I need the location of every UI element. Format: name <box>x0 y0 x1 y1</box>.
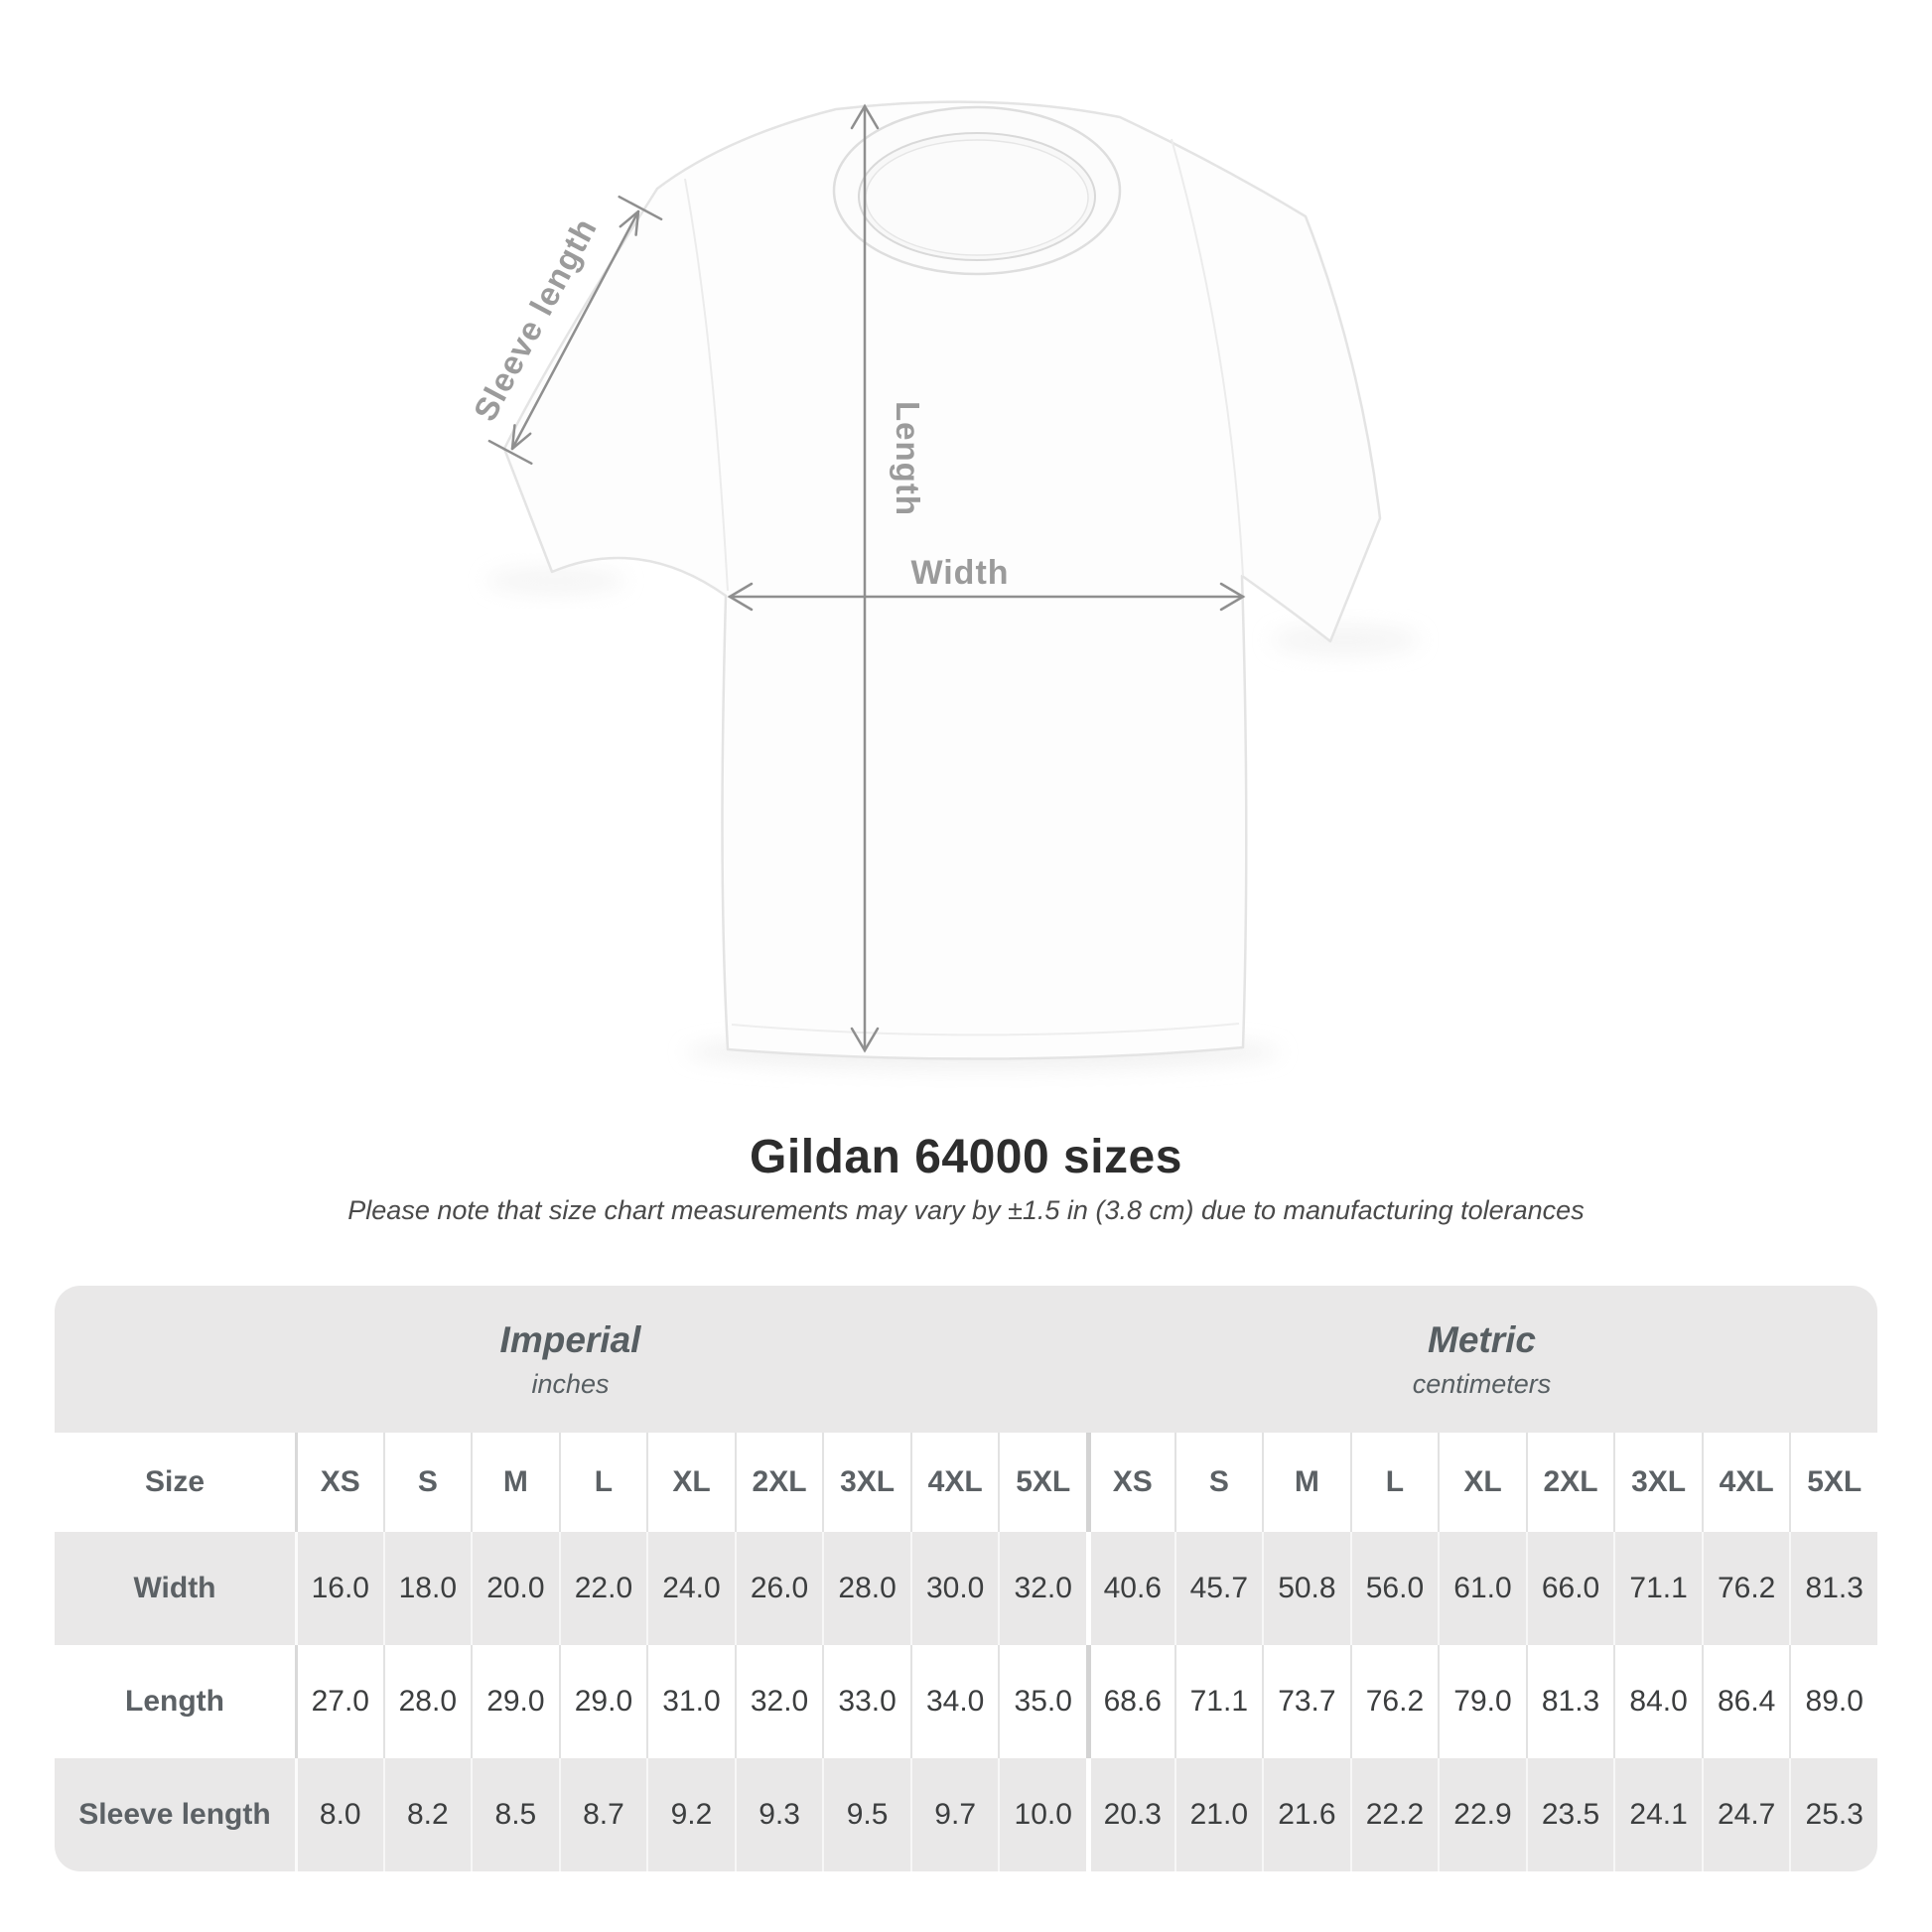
size-header-imperial-4xl: 4XL <box>909 1433 999 1532</box>
size-header-metric-3xl: 3XL <box>1613 1433 1702 1532</box>
cell-width-metric-4xl: 76.2 <box>1701 1532 1790 1645</box>
cell-length-imperial-4xl: 34.0 <box>909 1645 999 1758</box>
cell-width-imperial-4xl: 30.0 <box>909 1532 999 1645</box>
cell-length-metric-2xl: 81.3 <box>1525 1645 1614 1758</box>
cell-sleeve-length-metric-2xl: 23.5 <box>1525 1758 1614 1871</box>
size-header-imperial-xs: XS <box>295 1433 383 1532</box>
cell-length-metric-4xl: 86.4 <box>1701 1645 1790 1758</box>
cell-sleeve-length-imperial-s: 8.2 <box>382 1758 472 1871</box>
cell-length-imperial-m: 29.0 <box>471 1645 559 1758</box>
size-header-imperial-m: M <box>471 1433 559 1532</box>
cell-width-imperial-2xl: 26.0 <box>734 1532 823 1645</box>
cell-width-imperial-xs: 16.0 <box>295 1532 383 1645</box>
cell-width-imperial-m: 20.0 <box>471 1532 559 1645</box>
sleeve-length-dimension-line <box>487 195 663 466</box>
size-header-metric-l: L <box>1349 1433 1439 1532</box>
cell-sleeve-length-metric-4xl: 24.7 <box>1701 1758 1790 1871</box>
size-header-metric-xs: XS <box>1086 1433 1174 1532</box>
cell-width-metric-m: 50.8 <box>1262 1532 1350 1645</box>
size-header-metric-5xl: 5XL <box>1789 1433 1877 1532</box>
metric-group-unit: centimeters <box>1412 1368 1552 1399</box>
size-header-imperial-s: S <box>382 1433 472 1532</box>
cell-length-metric-m: 73.7 <box>1262 1645 1350 1758</box>
tshirt-measurement-diagram: Sleeve length Length Width <box>467 100 1420 1070</box>
metric-group-title: Metric <box>1428 1318 1536 1360</box>
row-label-sleeve-length: Sleeve length <box>55 1758 295 1871</box>
imperial-group-title: Imperial <box>499 1318 641 1360</box>
cell-length-metric-3xl: 84.0 <box>1613 1645 1702 1758</box>
cell-length-metric-xs: 68.6 <box>1086 1645 1174 1758</box>
cell-length-imperial-l: 29.0 <box>558 1645 647 1758</box>
metric-group-header: Metric centimeters <box>1086 1286 1877 1433</box>
cell-sleeve-length-imperial-4xl: 9.7 <box>909 1758 999 1871</box>
size-header-metric-m: M <box>1262 1433 1350 1532</box>
size-row-label: Size <box>55 1433 295 1532</box>
cell-sleeve-length-imperial-2xl: 9.3 <box>734 1758 823 1871</box>
size-header-metric-s: S <box>1173 1433 1263 1532</box>
cell-width-metric-xl: 61.0 <box>1438 1532 1526 1645</box>
cell-length-metric-5xl: 89.0 <box>1789 1645 1877 1758</box>
cell-sleeve-length-imperial-3xl: 9.5 <box>822 1758 910 1871</box>
imperial-group-unit: inches <box>531 1368 610 1399</box>
size-header-imperial-xl: XL <box>646 1433 735 1532</box>
row-label-width: Width <box>55 1532 295 1645</box>
size-header-metric-xl: XL <box>1438 1433 1526 1532</box>
cell-sleeve-length-metric-3xl: 24.1 <box>1613 1758 1702 1871</box>
size-header-metric-2xl: 2XL <box>1525 1433 1614 1532</box>
cell-sleeve-length-metric-s: 21.0 <box>1173 1758 1263 1871</box>
row-label-length: Length <box>55 1645 295 1758</box>
cell-sleeve-length-metric-m: 21.6 <box>1262 1758 1350 1871</box>
size-header-imperial-l: L <box>558 1433 647 1532</box>
cell-length-imperial-3xl: 33.0 <box>822 1645 910 1758</box>
cell-sleeve-length-imperial-l: 8.7 <box>558 1758 647 1871</box>
cell-length-metric-xl: 79.0 <box>1438 1645 1526 1758</box>
page-title: Gildan 64000 sizes <box>750 1131 1182 1183</box>
size-header-imperial-3xl: 3XL <box>822 1433 910 1532</box>
cell-width-metric-s: 45.7 <box>1173 1532 1263 1645</box>
cell-length-imperial-xl: 31.0 <box>646 1645 735 1758</box>
cell-sleeve-length-metric-xs: 20.3 <box>1086 1758 1174 1871</box>
cell-width-metric-5xl: 81.3 <box>1789 1532 1877 1645</box>
cell-length-metric-l: 76.2 <box>1349 1645 1439 1758</box>
length-label: Length <box>890 401 926 516</box>
cell-width-metric-l: 56.0 <box>1349 1532 1439 1645</box>
cell-length-imperial-s: 28.0 <box>382 1645 472 1758</box>
cell-sleeve-length-imperial-xl: 9.2 <box>646 1758 735 1871</box>
size-table: Imperial inches Metric centimeters Size X… <box>55 1286 1877 1871</box>
cell-width-metric-3xl: 71.1 <box>1613 1532 1702 1645</box>
cell-width-metric-2xl: 66.0 <box>1525 1532 1614 1645</box>
cell-width-imperial-5xl: 32.0 <box>998 1532 1086 1645</box>
cell-sleeve-length-metric-l: 22.2 <box>1349 1758 1439 1871</box>
cell-sleeve-length-imperial-m: 8.5 <box>471 1758 559 1871</box>
cell-sleeve-length-imperial-xs: 8.0 <box>295 1758 383 1871</box>
cell-length-metric-s: 71.1 <box>1173 1645 1263 1758</box>
cell-width-imperial-3xl: 28.0 <box>822 1532 910 1645</box>
size-table-grid: Imperial inches Metric centimeters Size X… <box>55 1286 1877 1871</box>
width-dimension-line <box>727 582 1246 612</box>
size-header-metric-4xl: 4XL <box>1701 1433 1790 1532</box>
cell-width-imperial-l: 22.0 <box>558 1532 647 1645</box>
length-dimension-line <box>850 103 880 1053</box>
cell-width-imperial-s: 18.0 <box>382 1532 472 1645</box>
cell-length-imperial-xs: 27.0 <box>295 1645 383 1758</box>
collar-seam <box>865 139 1089 256</box>
width-label: Width <box>910 554 1009 592</box>
tshirt-image <box>502 100 1382 1060</box>
cell-sleeve-length-imperial-5xl: 10.0 <box>998 1758 1086 1871</box>
cell-width-imperial-xl: 24.0 <box>646 1532 735 1645</box>
cell-width-metric-xs: 40.6 <box>1086 1532 1174 1645</box>
size-header-imperial-5xl: 5XL <box>998 1433 1086 1532</box>
cell-length-imperial-2xl: 32.0 <box>734 1645 823 1758</box>
cell-sleeve-length-metric-5xl: 25.3 <box>1789 1758 1877 1871</box>
cell-sleeve-length-metric-xl: 22.9 <box>1438 1758 1526 1871</box>
size-header-imperial-2xl: 2XL <box>734 1433 823 1532</box>
size-tolerance-note: Please note that size chart measurements… <box>347 1195 1585 1225</box>
imperial-group-header: Imperial inches <box>55 1286 1086 1433</box>
cell-length-imperial-5xl: 35.0 <box>998 1645 1086 1758</box>
